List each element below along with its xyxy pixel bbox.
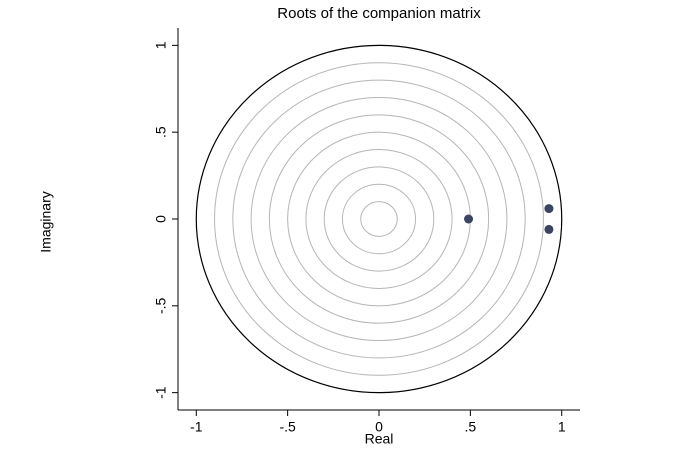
chart-title: Roots of the companion matrix bbox=[277, 5, 481, 22]
root-point bbox=[464, 214, 474, 224]
x-tick-label: 1 bbox=[558, 419, 566, 435]
grid-circle bbox=[250, 96, 508, 342]
grid-circle bbox=[323, 166, 435, 272]
x-tick-label: -.5 bbox=[279, 419, 296, 435]
grid-circle bbox=[268, 114, 490, 324]
x-tick-label: 0 bbox=[375, 419, 383, 435]
unit-circle bbox=[195, 44, 563, 394]
y-tick-label: -.5 bbox=[153, 297, 169, 314]
grid-circle bbox=[360, 201, 398, 237]
x-axis-title: Real bbox=[365, 431, 394, 447]
y-tick-label: 0 bbox=[153, 215, 169, 223]
y-axis-title: Imaginary bbox=[38, 191, 54, 252]
y-tick-label: .5 bbox=[153, 126, 169, 138]
x-tick-label: -1 bbox=[190, 419, 203, 435]
grid-circle bbox=[232, 79, 526, 359]
grid-circle bbox=[214, 62, 544, 376]
root-point bbox=[544, 204, 554, 214]
grid-circle bbox=[341, 183, 417, 255]
x-tick-label: .5 bbox=[465, 419, 477, 435]
grid-circle bbox=[305, 149, 453, 289]
root-point bbox=[544, 224, 554, 234]
y-tick-label: 1 bbox=[153, 41, 169, 49]
y-tick-label: -1 bbox=[153, 386, 169, 399]
